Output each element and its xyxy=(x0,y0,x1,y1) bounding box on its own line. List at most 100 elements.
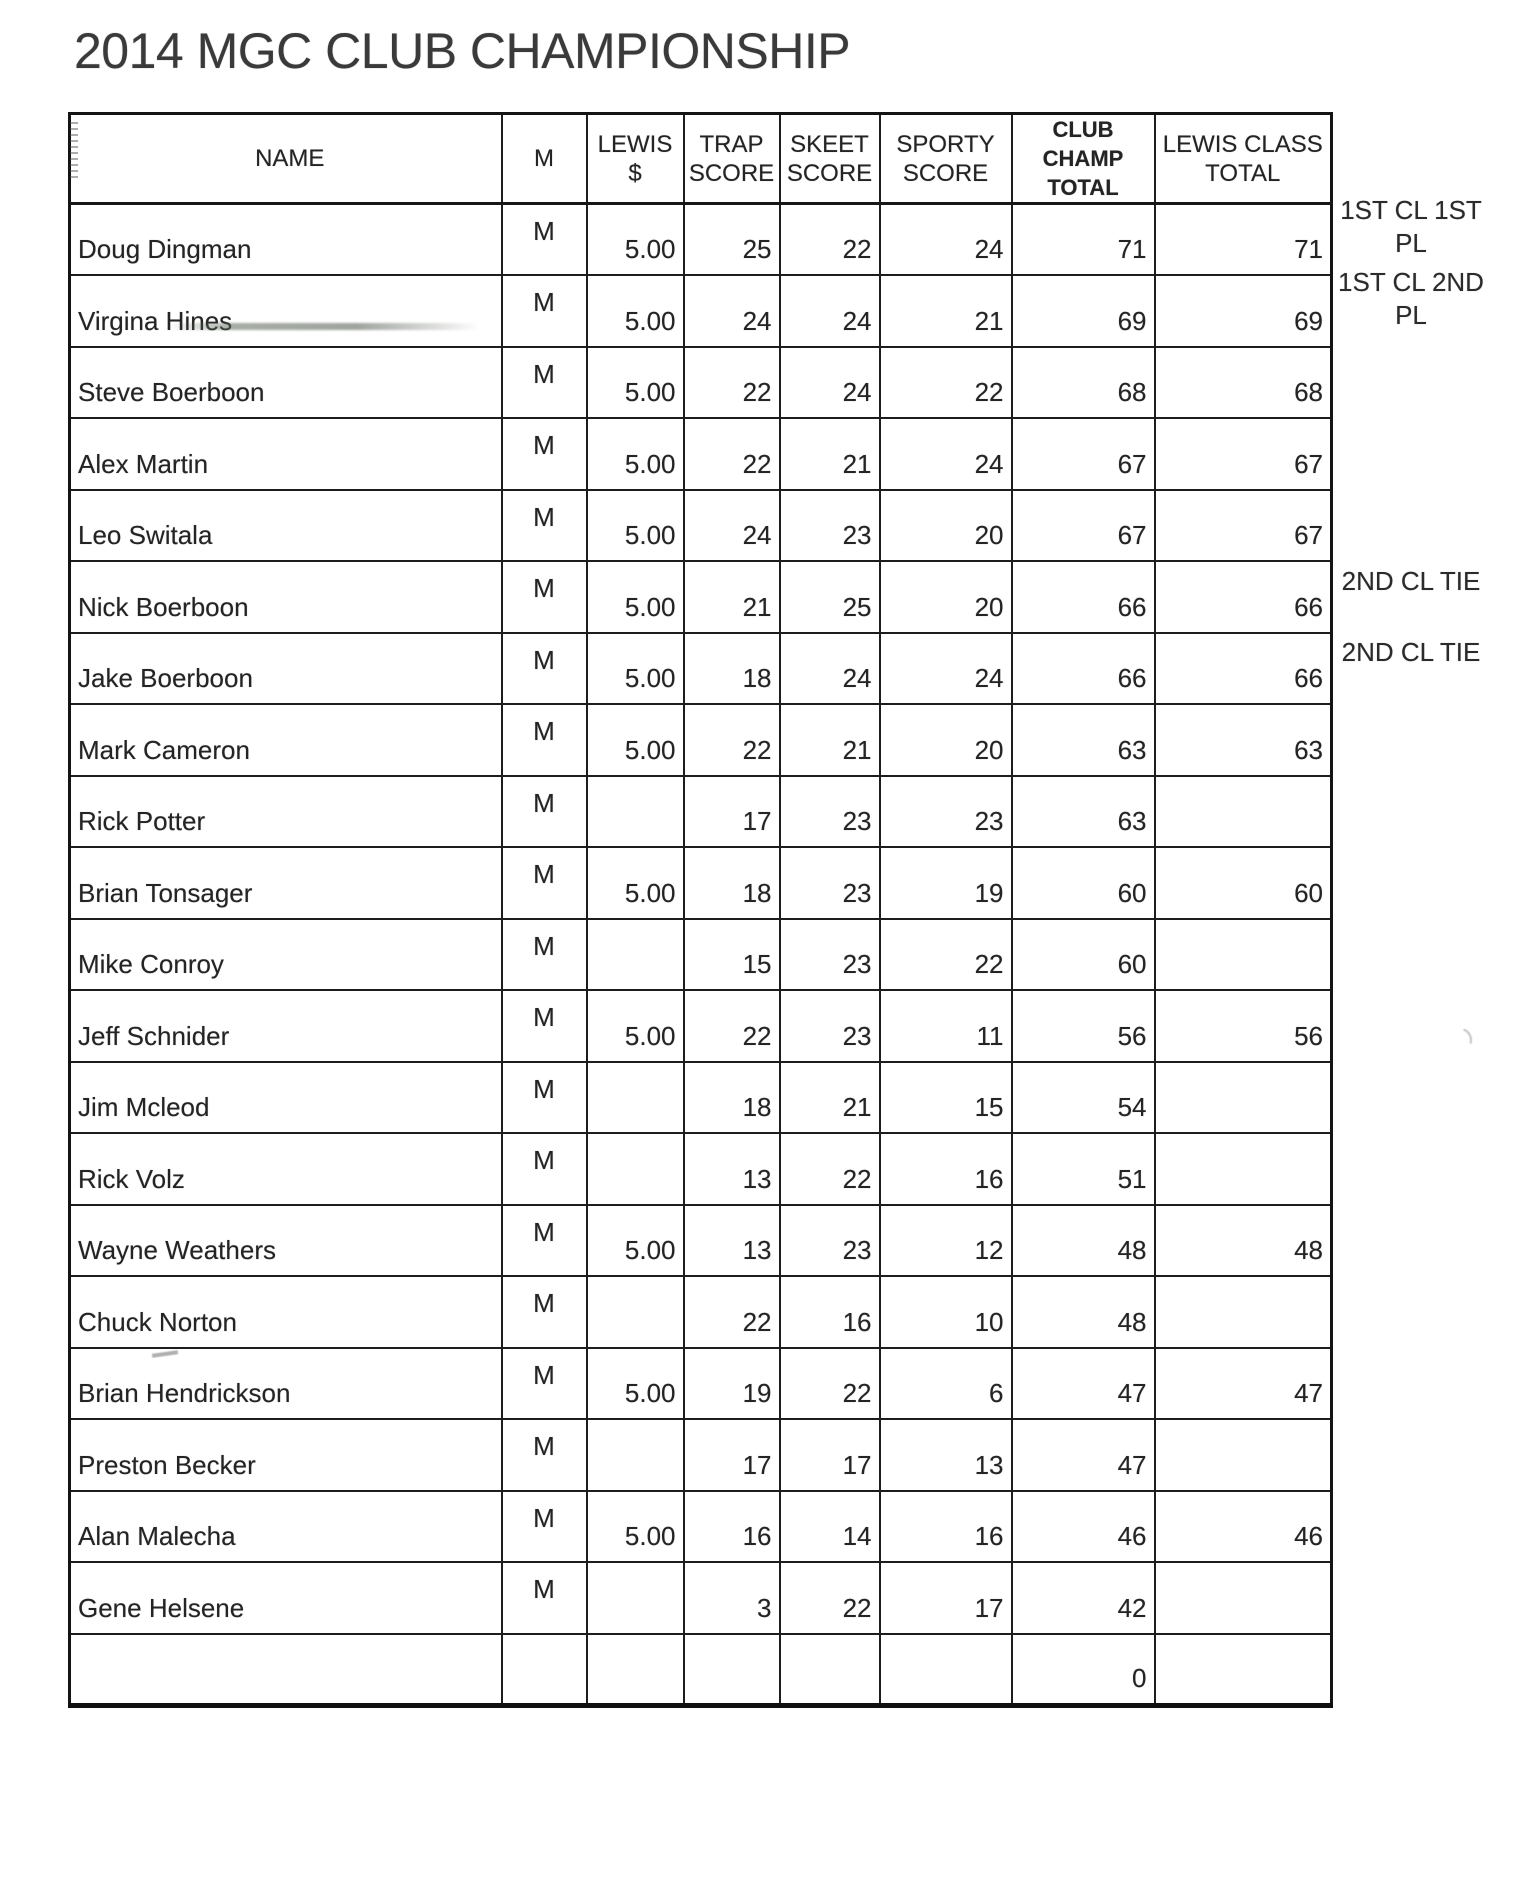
trap-score-cell: 25 xyxy=(682,202,781,276)
lewis-fee-cell xyxy=(585,1561,685,1635)
skeet-score-cell: 23 xyxy=(778,488,881,562)
player-name-cell: Mike Conroy xyxy=(68,917,503,991)
header-line: SKEET xyxy=(790,130,869,158)
column-header-trap: TRAP SCORE xyxy=(682,112,781,205)
player-name-cell: Leo Switala xyxy=(68,488,503,562)
table-row: Rick Potter M 17 23 23 63 xyxy=(68,774,1333,848)
header-line: CLUB CHAMP xyxy=(1042,117,1124,171)
sporty-score-cell: 20 xyxy=(878,560,1013,634)
table-row: Chuck Norton M 22 16 10 48 xyxy=(68,1275,1333,1349)
club-champ-total-cell: 42 xyxy=(1010,1561,1156,1635)
lewis-fee-cell: 5.00 xyxy=(585,846,685,920)
skeet-score-cell: 17 xyxy=(778,1418,881,1492)
lewis-class-total-cell xyxy=(1153,917,1333,991)
scan-artifact xyxy=(1443,1023,1477,1057)
lewis-fee-cell xyxy=(585,1275,685,1349)
table-body: Doug Dingman M 5.00 25 22 24 71 71 Virgina Hines… xyxy=(68,202,1333,1706)
column-header-skeet: SKEET SCORE xyxy=(778,112,881,205)
gender-cell: M xyxy=(500,1275,588,1349)
trap-score-cell: 22 xyxy=(682,989,781,1063)
header-line: SCORE xyxy=(786,159,873,187)
skeet-score-cell: 23 xyxy=(778,846,881,920)
club-champ-total-cell: 71 xyxy=(1010,202,1156,276)
lewis-class-total-cell xyxy=(1153,1132,1333,1206)
note-line: PL xyxy=(1395,228,1427,258)
lewis-fee-cell: 5.00 xyxy=(585,703,685,777)
gender-cell: M xyxy=(500,631,588,705)
placement-note: 2ND CL TIE xyxy=(1336,565,1486,598)
player-name-cell: Virgina Hines xyxy=(68,274,503,348)
table-row: Jim Mcleod M 18 21 15 54 xyxy=(68,1060,1333,1134)
lewis-fee-cell: 5.00 xyxy=(585,417,685,491)
page-title: 2014 MGC CLUB CHAMPIONSHIP xyxy=(74,23,851,79)
player-name-cell: Rick Potter xyxy=(68,774,503,848)
header-line: LEWIS xyxy=(597,130,673,158)
club-champ-total-cell: 60 xyxy=(1010,917,1156,991)
sporty-score-cell: 16 xyxy=(878,1132,1013,1206)
lewis-class-total-cell: 66 xyxy=(1153,631,1333,705)
player-name-cell xyxy=(68,1632,503,1706)
gender-cell: M xyxy=(500,274,588,348)
lewis-class-total-cell xyxy=(1153,1561,1333,1635)
note-line: PL xyxy=(1395,299,1427,330)
sporty-score-cell: 13 xyxy=(878,1418,1013,1492)
player-name-cell: Brian Hendrickson xyxy=(68,1346,503,1420)
gender-cell: M xyxy=(500,989,588,1063)
sporty-score-cell: 17 xyxy=(878,1561,1013,1635)
player-name-cell: Mark Cameron xyxy=(68,703,503,777)
header-row: NAME M LEWIS $ TRAP SCORE SKEET SCORE SPORTY SCOR… xyxy=(68,112,1333,205)
player-name-cell: Steve Boerboon xyxy=(68,345,503,419)
lewis-fee-cell: 5.00 xyxy=(585,488,685,562)
skeet-score-cell: 23 xyxy=(778,917,881,991)
gender-cell: M xyxy=(500,1346,588,1420)
header-line: TOTAL xyxy=(1047,175,1119,200)
table-row: Alex Martin M 5.00 22 21 24 67 67 xyxy=(68,417,1333,491)
gender-cell: M xyxy=(500,917,588,991)
trap-score-cell: 24 xyxy=(682,488,781,562)
sporty-score-cell: 20 xyxy=(878,488,1013,562)
skeet-score-cell: 23 xyxy=(778,989,881,1063)
trap-score-cell: 16 xyxy=(682,1489,781,1563)
player-name-cell: Rick Volz xyxy=(68,1132,503,1206)
lewis-class-total-cell: 48 xyxy=(1153,1203,1333,1277)
lewis-class-total-cell: 67 xyxy=(1153,417,1333,491)
lewis-class-total-cell xyxy=(1153,1060,1333,1134)
gender-cell: M xyxy=(500,202,588,276)
header-line: TOTAL xyxy=(1205,159,1281,187)
trap-score-cell: 18 xyxy=(682,1060,781,1134)
lewis-fee-cell: 5.00 xyxy=(585,1203,685,1277)
club-champ-total-cell: 69 xyxy=(1010,274,1156,348)
player-name-cell: Gene Helsene xyxy=(68,1561,503,1635)
table-row: Virgina Hines M 5.00 24 24 21 69 69 xyxy=(68,274,1333,348)
header-line: $ xyxy=(628,159,642,187)
gender-cell: M xyxy=(500,345,588,419)
skeet-score-cell: 22 xyxy=(778,1561,881,1635)
table-row: Mike Conroy M 15 23 22 60 xyxy=(68,917,1333,991)
sporty-score-cell: 23 xyxy=(878,774,1013,848)
skeet-score-cell: 14 xyxy=(778,1489,881,1563)
lewis-fee-cell: 5.00 xyxy=(585,202,685,276)
club-champ-total-cell: 67 xyxy=(1010,488,1156,562)
trap-score-cell: 22 xyxy=(682,703,781,777)
table-row: Rick Volz M 13 22 16 51 xyxy=(68,1132,1333,1206)
club-champ-total-cell: 51 xyxy=(1010,1132,1156,1206)
table-row: Jake Boerboon M 5.00 18 24 24 66 66 xyxy=(68,631,1333,705)
player-name-cell: Jake Boerboon xyxy=(68,631,503,705)
sporty-score-cell: 24 xyxy=(878,631,1013,705)
lewis-fee-cell: 5.00 xyxy=(585,560,685,634)
trap-score-cell: 13 xyxy=(682,1203,781,1277)
lewis-class-total-cell: 67 xyxy=(1153,488,1333,562)
gender-cell: M xyxy=(500,1203,588,1277)
note-line: 1ST CL 1ST xyxy=(1340,195,1482,225)
trap-score-cell: 13 xyxy=(682,1132,781,1206)
gender-cell: M xyxy=(500,560,588,634)
lewis-fee-cell: 5.00 xyxy=(585,989,685,1063)
table-row: Steve Boerboon M 5.00 22 24 22 68 68 xyxy=(68,345,1333,419)
table-row: Alan Malecha M 5.00 16 14 16 46 46 xyxy=(68,1489,1333,1563)
skeet-score-cell: 24 xyxy=(778,631,881,705)
skeet-score-cell: 22 xyxy=(778,202,881,276)
skeet-score-cell: 24 xyxy=(778,345,881,419)
club-champ-total-cell: 48 xyxy=(1010,1275,1156,1349)
club-champ-total-cell: 68 xyxy=(1010,345,1156,419)
note-line: 2ND CL TIE xyxy=(1341,637,1481,667)
